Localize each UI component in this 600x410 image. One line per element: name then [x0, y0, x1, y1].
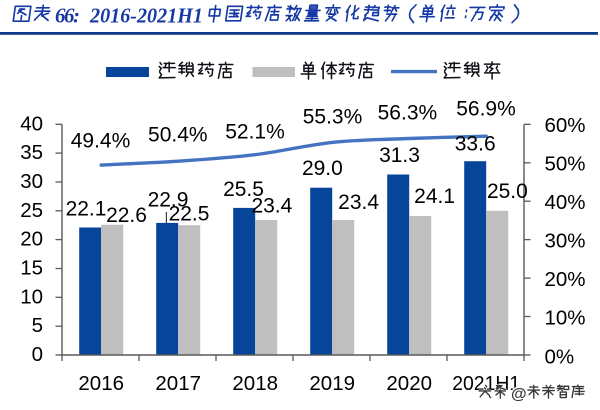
svg-text:0%: 0%	[545, 345, 575, 368]
svg-text:23.4: 23.4	[338, 191, 379, 214]
svg-text:15: 15	[20, 257, 43, 280]
svg-text:5: 5	[32, 314, 43, 337]
svg-text:2017: 2017	[155, 372, 201, 395]
svg-text:31.3: 31.3	[379, 144, 420, 167]
svg-text:2020: 2020	[386, 372, 432, 395]
svg-text:2016: 2016	[78, 372, 124, 395]
svg-text:40%: 40%	[545, 191, 586, 214]
svg-text:20: 20	[20, 228, 43, 251]
svg-text:56.9%: 56.9%	[456, 98, 516, 121]
svg-text:10%: 10%	[545, 307, 586, 330]
svg-text:55.3%: 55.3%	[303, 106, 363, 129]
svg-text:25.5: 25.5	[223, 178, 264, 201]
svg-text:50.4%: 50.4%	[148, 124, 208, 147]
svg-text:49.4%: 49.4%	[71, 130, 131, 153]
svg-text:0: 0	[32, 343, 43, 366]
svg-text:@: @	[511, 386, 527, 403]
svg-text:33.6: 33.6	[455, 133, 496, 156]
svg-text:20%: 20%	[545, 268, 586, 291]
svg-text:2016-2021H1: 2016-2021H1	[89, 3, 203, 27]
svg-text:23.4: 23.4	[251, 195, 292, 218]
svg-text:60%: 60%	[545, 114, 586, 137]
svg-text:22.1: 22.1	[66, 198, 107, 221]
svg-text:56.3%: 56.3%	[378, 101, 438, 124]
svg-text:66:: 66:	[55, 3, 80, 27]
svg-text:25: 25	[20, 199, 43, 222]
svg-text:30: 30	[20, 170, 43, 193]
svg-text:52.1%: 52.1%	[225, 121, 285, 144]
svg-text:2019: 2019	[309, 372, 355, 395]
svg-text:50%: 50%	[545, 152, 586, 175]
svg-text:35: 35	[20, 141, 43, 164]
svg-text:22.6: 22.6	[106, 204, 147, 227]
svg-text:22.9: 22.9	[148, 189, 189, 212]
svg-text:24.1: 24.1	[414, 185, 455, 208]
svg-text:10: 10	[20, 285, 43, 308]
svg-text:29.0: 29.0	[302, 157, 343, 180]
svg-text:2018: 2018	[232, 372, 278, 395]
svg-text:30%: 30%	[545, 230, 586, 253]
svg-text:40: 40	[20, 112, 43, 135]
svg-text:25.0: 25.0	[487, 180, 528, 203]
svg-text:22.5: 22.5	[169, 203, 210, 226]
